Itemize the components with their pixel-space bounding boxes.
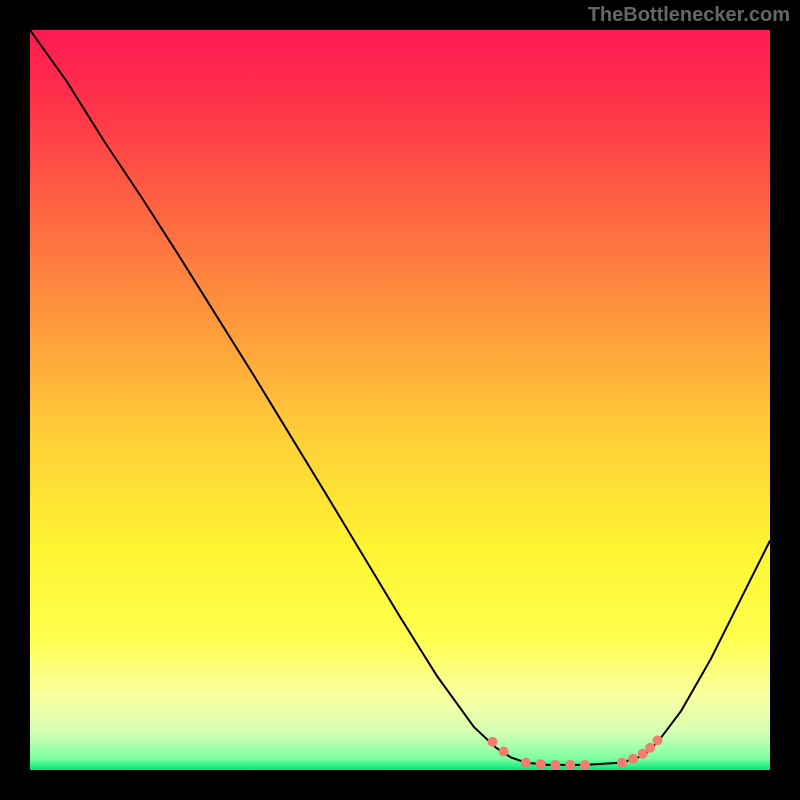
curve-marker — [550, 760, 560, 770]
chart-area — [30, 30, 770, 770]
chart-svg — [30, 30, 770, 770]
curve-marker — [536, 759, 546, 769]
chart-background — [30, 30, 770, 770]
curve-marker — [628, 754, 638, 764]
curve-marker — [653, 735, 663, 745]
curve-marker — [565, 760, 575, 770]
curve-marker — [521, 758, 531, 768]
curve-marker — [645, 743, 655, 753]
watermark-text: TheBottlenecker.com — [588, 4, 790, 27]
curve-marker — [488, 737, 498, 747]
curve-marker — [617, 758, 627, 768]
curve-marker — [499, 747, 509, 757]
curve-marker — [580, 760, 590, 770]
